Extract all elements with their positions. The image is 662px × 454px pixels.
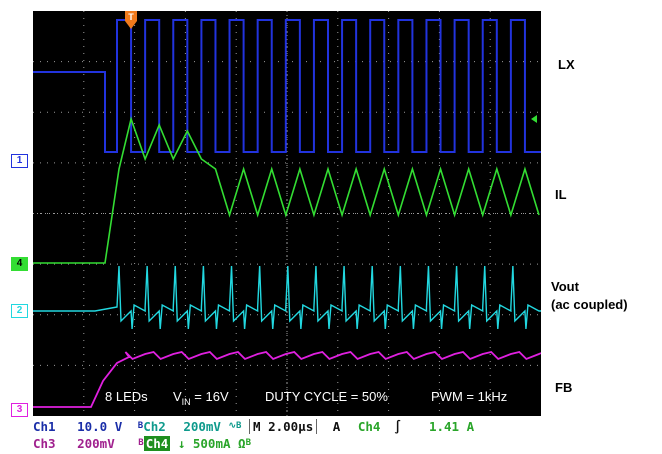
- timebase-box[interactable]: M 2.00µs: [249, 419, 318, 434]
- bandwidth-icon: B: [245, 438, 251, 448]
- ohm-icon: Ω: [238, 436, 246, 451]
- label-fb: FB: [555, 380, 573, 395]
- annotation-leds: 8 LEDs: [105, 389, 148, 404]
- scope-screen: T 8 LEDs VIN = 16V DUTY CYCLE = 50% PWM = 1k…: [33, 11, 541, 416]
- ch4-arrow-icon: ↓: [177, 436, 186, 451]
- ch3-scale[interactable]: 200mV: [77, 436, 115, 451]
- timebase-value: 2.00µs: [268, 419, 314, 434]
- status-row-2: Ch3 200mV B Ch4 ↓ 500mA ΩB: [33, 436, 251, 451]
- trigger-source[interactable]: Ch4: [357, 419, 381, 434]
- label-vout: Vout: [551, 279, 579, 294]
- ch1-scale[interactable]: 10.0 V: [77, 419, 123, 434]
- ch2-name[interactable]: Ch2: [143, 419, 166, 434]
- ch4-scale[interactable]: 500mA: [192, 436, 231, 451]
- bandwidth-icon: B: [137, 421, 144, 431]
- channel2-marker[interactable]: 2: [11, 304, 28, 318]
- annotation-duty-cycle: DUTY CYCLE = 50%: [265, 389, 388, 404]
- channel3-marker[interactable]: 3: [11, 403, 28, 417]
- waveform-display: T 8 LEDs VIN = 16V DUTY CYCLE = 50% PWM = 1k…: [33, 11, 541, 416]
- bandwidth-icon: B: [236, 421, 242, 431]
- annotation-vin: VIN = 16V: [173, 389, 229, 407]
- waveform-lx: [33, 19, 541, 153]
- timebase-prefix: M: [253, 419, 261, 434]
- ch2-scale[interactable]: 200mV: [183, 419, 221, 434]
- bandwidth-icon: B: [138, 438, 144, 448]
- trigger-marker-icon: [125, 11, 137, 29]
- annotation-pwm: PWM = 1kHz: [431, 389, 507, 404]
- ch4-name[interactable]: Ch4: [143, 436, 171, 451]
- waveform-vout: [33, 265, 541, 330]
- status-row-1: Ch1 10.0 V BCh2 200mV ∿B M 2.00µs A Ch4 …: [33, 419, 474, 434]
- trigger-mode[interactable]: A: [332, 419, 341, 434]
- label-lx: LX: [558, 57, 575, 72]
- waveform-fb: [33, 351, 541, 408]
- waveform-il: [33, 116, 540, 264]
- label-il: IL: [555, 187, 567, 202]
- trigger-slope-icon[interactable]: ∫: [393, 419, 402, 434]
- channel4-marker[interactable]: 4: [11, 257, 28, 271]
- trigger-marker-label: T: [128, 12, 134, 22]
- ch3-name[interactable]: Ch3: [33, 436, 56, 451]
- trigger-level-arrow-icon: [531, 115, 537, 123]
- label-vout-sub: (ac coupled): [551, 297, 628, 312]
- ac-coupling-icon: ∿: [228, 421, 237, 431]
- ch1-name[interactable]: Ch1: [33, 419, 56, 434]
- channel1-marker[interactable]: 1: [11, 154, 28, 168]
- trigger-level[interactable]: 1.41 A: [428, 419, 475, 434]
